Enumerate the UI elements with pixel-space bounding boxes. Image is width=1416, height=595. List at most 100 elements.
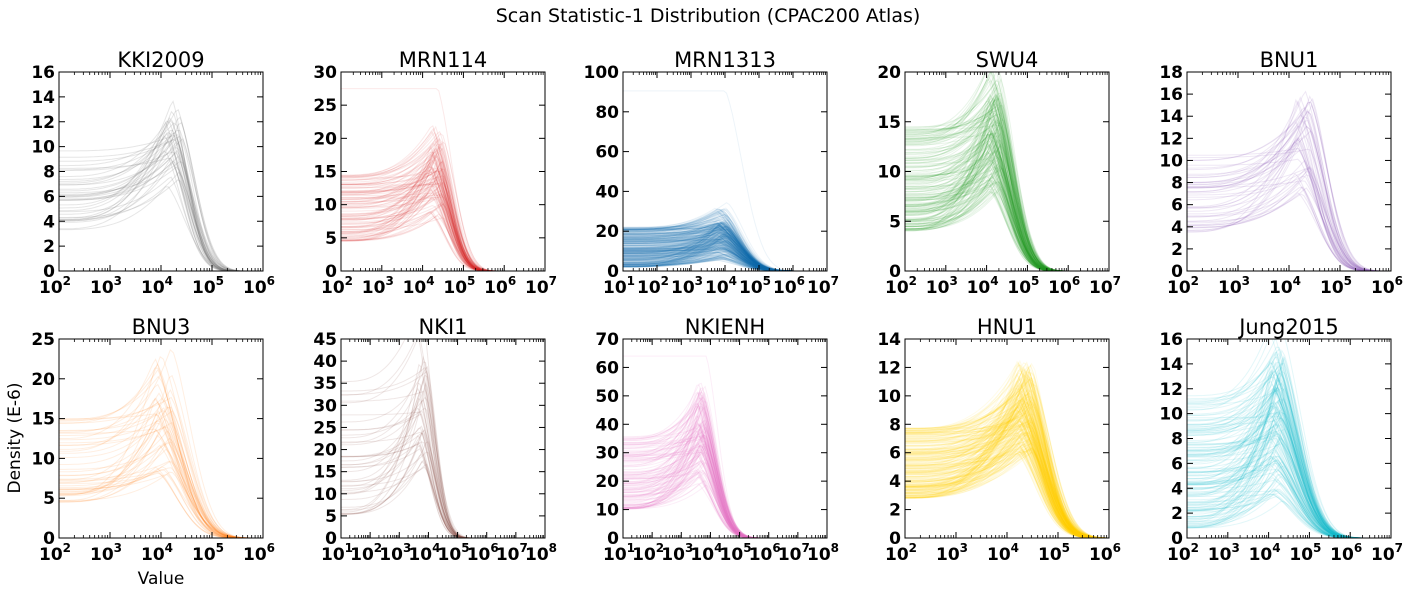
- density-curve: [905, 132, 1056, 271]
- density-curve: [59, 171, 235, 271]
- density-curve: [905, 127, 1058, 271]
- panel-title: KKI2009: [117, 48, 204, 72]
- density-curve: [341, 142, 494, 271]
- density-curve: [623, 227, 797, 271]
- density-curve: [1187, 380, 1357, 538]
- density-curve: [341, 182, 497, 271]
- density-curve: [1187, 371, 1356, 538]
- density-curve: [905, 419, 1097, 538]
- density-curve: [905, 170, 1058, 271]
- density-curve: [905, 406, 1100, 538]
- density-curve: [623, 462, 758, 538]
- density-curve: [1187, 192, 1377, 271]
- density-curve: [341, 185, 491, 271]
- y-tick-label: 60: [595, 143, 619, 163]
- density-curve: [623, 222, 796, 271]
- density-curve: [623, 246, 791, 271]
- density-curve: [623, 391, 760, 538]
- density-curve: [905, 149, 1064, 271]
- density-curve: [1187, 411, 1359, 538]
- y-tick-label: 4: [889, 472, 901, 492]
- density-curve: [1187, 362, 1364, 538]
- density-curve: [1187, 148, 1377, 271]
- density-curve: [1187, 352, 1363, 538]
- density-curve: [623, 246, 791, 271]
- density-curve: [905, 387, 1094, 538]
- density-curve: [623, 238, 798, 271]
- density-curve: [623, 223, 797, 271]
- density-curve: [623, 254, 798, 271]
- density-curve: [623, 236, 790, 271]
- density-curve: [1187, 349, 1360, 538]
- density-curve: [341, 188, 492, 271]
- density-curve: [623, 257, 791, 271]
- density-curve: [1187, 411, 1353, 538]
- density-curve: [1187, 339, 1363, 538]
- density-curve: [623, 232, 789, 271]
- density-curve: [905, 128, 1055, 271]
- density-curve: [623, 249, 796, 271]
- density-curve: [623, 257, 790, 271]
- density-curve: [905, 409, 1109, 538]
- density-curve: [623, 237, 794, 271]
- density-curve: [623, 248, 791, 271]
- density-curve: [623, 231, 789, 271]
- density-curve: [623, 233, 797, 271]
- density-curve: [905, 115, 1060, 271]
- x-tick-label: 104: [141, 274, 173, 298]
- density-curve: [905, 418, 1103, 538]
- density-curve: [905, 450, 1102, 538]
- density-curve: [623, 472, 760, 538]
- density-curve: [623, 228, 794, 271]
- density-curve: [59, 179, 238, 271]
- density-curve: [905, 133, 1057, 271]
- density-curve: [341, 185, 490, 271]
- density-curve: [623, 241, 797, 271]
- density-curve: [905, 382, 1107, 538]
- x-tick-label: 102: [350, 541, 382, 565]
- density-curve: [341, 150, 495, 271]
- density-curve: [623, 241, 794, 271]
- density-curve: [1187, 496, 1359, 538]
- density-curve: [1187, 352, 1355, 538]
- y-tick-label: 4: [1171, 218, 1183, 238]
- density-curve: [623, 429, 757, 538]
- density-curve: [1187, 398, 1354, 538]
- density-curve: [905, 405, 1107, 538]
- density-curve: [623, 428, 757, 538]
- y-tick-label: 2: [43, 237, 55, 257]
- density-curve: [905, 448, 1099, 538]
- density-curve: [623, 256, 790, 271]
- density-curve: [623, 223, 796, 271]
- density-curve: [623, 223, 798, 271]
- density-curve: [1187, 401, 1357, 538]
- density-curve: [623, 237, 794, 271]
- density-curve: [1187, 400, 1357, 538]
- density-curve: [905, 380, 1099, 538]
- density-curve: [341, 441, 472, 538]
- density-curve: [905, 430, 1097, 538]
- density-curve: [623, 258, 798, 271]
- density-curve: [1187, 376, 1364, 538]
- density-curve: [59, 410, 243, 538]
- density-curve: [623, 248, 795, 271]
- density-curve: [341, 175, 491, 271]
- density-curve: [341, 175, 493, 271]
- density-curve: [1187, 424, 1355, 538]
- density-curve: [59, 146, 244, 271]
- density-curve: [1187, 447, 1362, 538]
- y-tick-label: 20: [877, 63, 901, 83]
- density-curve: [623, 245, 791, 271]
- density-curve: [905, 159, 1055, 271]
- y-tick-label: 8: [43, 163, 55, 183]
- density-curve: [623, 461, 761, 538]
- density-curve: [341, 181, 497, 271]
- y-tick-label: 25: [313, 418, 337, 438]
- density-curve: [341, 407, 473, 538]
- density-curve: [905, 181, 1058, 271]
- density-curve: [1187, 386, 1363, 538]
- density-curve: [341, 382, 469, 538]
- density-curve: [905, 155, 1059, 271]
- density-curve: [623, 441, 755, 538]
